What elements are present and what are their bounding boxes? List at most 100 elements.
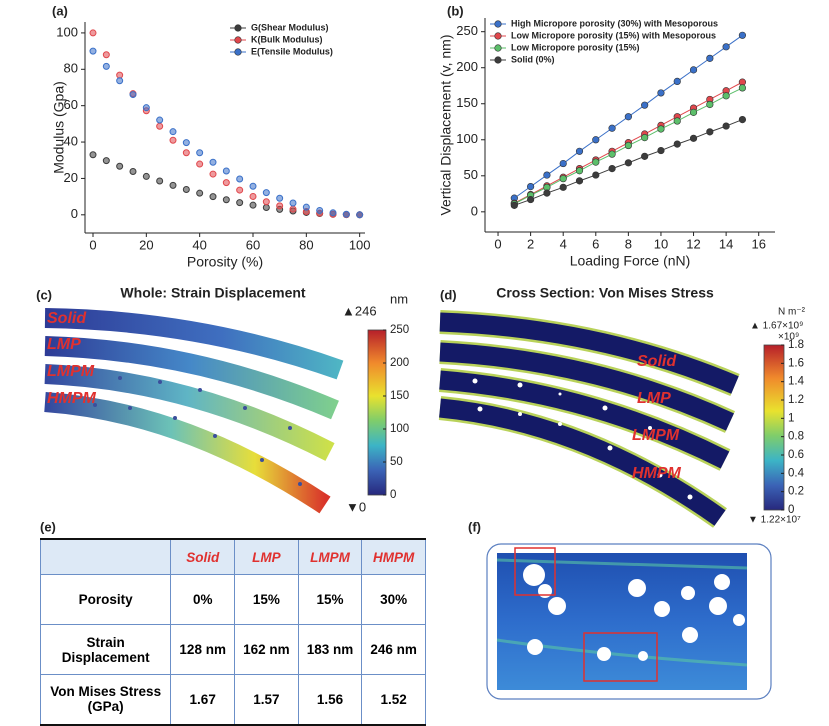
column-header: Solid: [170, 538, 236, 575]
x-tick-label: 14: [719, 236, 733, 251]
table-row: Porosity 0% 15% 15% 30%: [39, 574, 426, 625]
y-tick-label: 50: [464, 167, 478, 182]
y-tick-label: 250: [456, 23, 478, 38]
marker: [249, 192, 257, 200]
x-axis-label: Loading Force (nN): [570, 253, 691, 269]
multiplier: ×10⁹: [778, 332, 799, 343]
marker: [156, 116, 164, 124]
marker: [657, 89, 665, 97]
panel-label: (d): [440, 287, 457, 302]
colorbar-tick-label: 0.4: [788, 467, 805, 479]
y-tick-label: 100: [56, 24, 78, 39]
marker: [116, 162, 124, 170]
panel-title: Whole: Strain Displacement: [120, 285, 305, 301]
table-cell: 1.52: [361, 674, 426, 725]
column-header: LMPM: [297, 538, 363, 575]
marker: [262, 189, 270, 197]
colorbar-tick-label: 250: [390, 324, 409, 336]
marker: [657, 125, 665, 133]
marker: [102, 157, 110, 165]
panel-title: Cross Section: Von Mises Stress: [496, 285, 714, 301]
marker: [673, 77, 681, 86]
x-tick-label: 60: [246, 237, 260, 252]
marker: [156, 122, 164, 130]
beams-strain: [44, 308, 344, 514]
marker: [641, 152, 649, 160]
legend-marker: [494, 20, 502, 28]
column-header: LMP: [234, 538, 299, 575]
marker: [689, 108, 698, 116]
panel-label: (e): [40, 519, 56, 534]
marker: [89, 151, 97, 159]
marker: [738, 115, 747, 124]
legend-marker: [494, 44, 502, 52]
sample-label: LMPM: [632, 427, 680, 444]
table-row: Strain Displacement 128 nm 162 nm 183 nm 246…: [39, 624, 426, 675]
legend-label: High Micropore porosity (30%) with Mesop…: [511, 18, 718, 28]
marker: [169, 136, 177, 144]
panel-label: (c): [36, 287, 52, 302]
row-label: Von Mises Stress (GPa): [39, 674, 172, 725]
corner-cell: [39, 538, 172, 575]
header-row: Solid LMP LMPM HMPM: [39, 538, 426, 575]
table-cell: 1.67: [170, 674, 236, 725]
colorbar-tick-label: 0.8: [788, 431, 804, 443]
x-tick-label: 40: [192, 237, 206, 252]
legend-marker: [494, 32, 502, 40]
table-cell: 162 nm: [234, 624, 299, 675]
marker: [182, 139, 190, 147]
marker: [510, 201, 518, 209]
marker: [706, 54, 714, 62]
x-tick-label: 100: [349, 237, 371, 252]
marker: [706, 100, 714, 109]
panel-label: (a): [52, 3, 68, 18]
legend-label: K(Bulk Modulus): [251, 34, 323, 44]
colorbar-tick-label: 1: [788, 412, 794, 424]
legend-label: G(Shear Modulus): [251, 22, 329, 32]
legend-label: Low Micropore porosity (15%) with Mesopo…: [511, 30, 716, 40]
colorbar-tick-label: 0.6: [788, 449, 804, 461]
x-tick-label: 12: [686, 236, 700, 251]
marker: [722, 43, 730, 51]
marker: [196, 189, 204, 197]
marker: [236, 175, 244, 183]
marker: [356, 211, 364, 219]
y-tick-label: 100: [456, 131, 478, 146]
beams-stress: [438, 310, 740, 528]
x-tick-label: 0: [89, 237, 96, 252]
summary-table: Solid LMP LMPM HMPM Porosity 0% 15% 15% 30% Strai…: [39, 538, 426, 726]
colorbar-tick-label: 200: [390, 357, 409, 369]
colorbar-tick-label: 1.8: [788, 339, 804, 351]
marker: [262, 198, 270, 206]
marker: [738, 84, 747, 92]
marker: [89, 47, 97, 55]
marker: [624, 159, 632, 167]
marker: [116, 77, 124, 85]
marker: [129, 91, 137, 99]
min-label: ▼ 1.22×10⁷: [748, 515, 801, 526]
marker: [196, 160, 204, 168]
table-cell: 0%: [170, 574, 236, 625]
legend-marker: [494, 56, 502, 64]
max-label: ▲ 1.67×10⁹: [750, 321, 803, 332]
marker: [89, 29, 97, 37]
marker: [673, 117, 681, 125]
marker: [182, 186, 190, 194]
marker: [689, 66, 698, 74]
marker: [608, 164, 616, 173]
marker: [592, 158, 600, 166]
marker: [156, 177, 164, 185]
table-cell: 1.56: [297, 674, 363, 725]
colorbar-tick-label: 1.2: [788, 394, 804, 406]
x-tick-label: 10: [654, 236, 668, 251]
marker: [657, 146, 665, 155]
y-tick-label: 0: [471, 203, 478, 218]
marker: [249, 182, 257, 190]
y-tick-label: 80: [64, 61, 78, 76]
legend-marker: [234, 24, 242, 32]
marker: [641, 101, 649, 109]
marker: [236, 199, 244, 207]
sample-label: Solid: [637, 353, 677, 370]
colorbar-tick-label: 0: [788, 504, 794, 516]
colorbar-tick-label: 1.6: [788, 357, 804, 369]
